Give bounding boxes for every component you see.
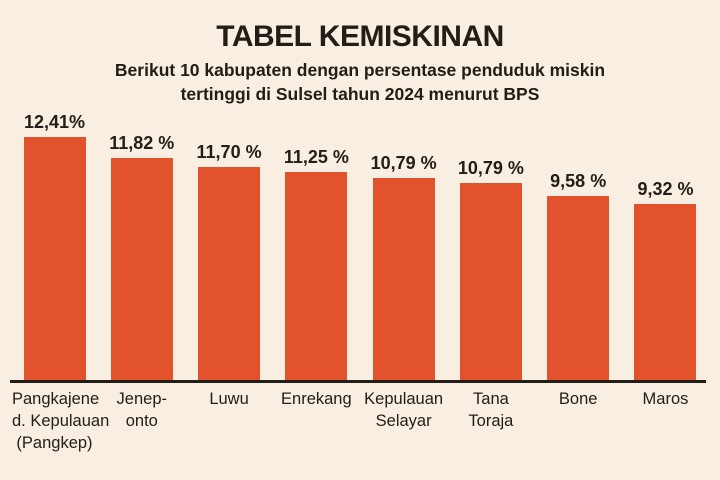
category-label-line: d. Kepulauan [12,412,110,430]
category-label-line: Bone [558,390,598,408]
bar [23,137,86,380]
category-label-line: (Pangkep) [16,434,93,452]
category-label-line: Kepulauan [364,390,444,408]
category-label-line: onto [125,412,158,430]
category-label: Jenep-onto [99,388,184,454]
x-axis-line [10,380,706,383]
bar-value-label: 9,32 % [637,179,694,199]
bar-value-label: 10,79 % [370,153,437,173]
x-axis-category-labels: Pangkajene d. Kepulauan (Pangkep) Jenep-ont… [12,388,708,454]
category-label: Kepulauan Selayar [361,388,446,454]
bar-chart-plot-area: 12,41% 11,82 % 11,70 % 11,25 % 10,79 % 10,79 … [12,112,708,380]
category-label: Bone [536,388,621,454]
chart-subtitle-line-2: tertinggi di Sulsel tahun 2024 menurut B… [180,84,540,104]
category-label-line: Pangkajene [12,390,100,408]
category-label-line: Tana [473,390,509,408]
bar-value-label: 11,82 % [109,133,175,153]
bar-column: 10,79 % [448,115,533,380]
category-label-line: Toraja [468,412,514,430]
bar [285,172,348,380]
category-label-line: Jenep- [116,390,167,408]
category-label-line: Selayar [375,412,432,430]
category-label: Pangkajene d. Kepulauan (Pangkep) [12,388,110,454]
category-label: Enrekang [274,388,359,454]
category-label: Maros [623,388,708,454]
bar [198,167,261,380]
bar-column: 9,32 % [623,115,708,380]
bar-value-label: 11,70 % [196,142,262,162]
category-label: Luwu [187,388,272,454]
bar [372,178,435,380]
bar-value-label: 11,25 % [283,147,349,167]
bar [110,158,173,380]
bar-column: 12,41% [12,112,97,380]
bar-column: 9,58 % [536,115,621,380]
bar-column: 11,25 % [274,115,359,380]
bar [459,183,522,380]
bar-column: 11,82 % [99,115,184,380]
bar-column: 10,79 % [361,115,446,380]
bar-value-label: 10,79 % [457,158,524,178]
bar-value-label: 12,41% [23,112,86,132]
chart-subtitle: Berikut 10 kabupaten dengan persentase p… [0,58,720,106]
chart-title: TABEL KEMISKINAN [216,20,504,53]
category-label-line: Maros [642,390,689,408]
bar [547,196,610,380]
bar-column: 11,70 % [187,115,272,380]
bar-value-label: 9,58 % [550,171,607,191]
bar [634,204,697,380]
chart-subtitle-line-1: Berikut 10 kabupaten dengan persentase p… [114,60,606,80]
category-label-line: Enrekang [281,390,352,408]
category-label-line: Luwu [209,390,249,408]
category-label: Tana Toraja [448,388,533,454]
